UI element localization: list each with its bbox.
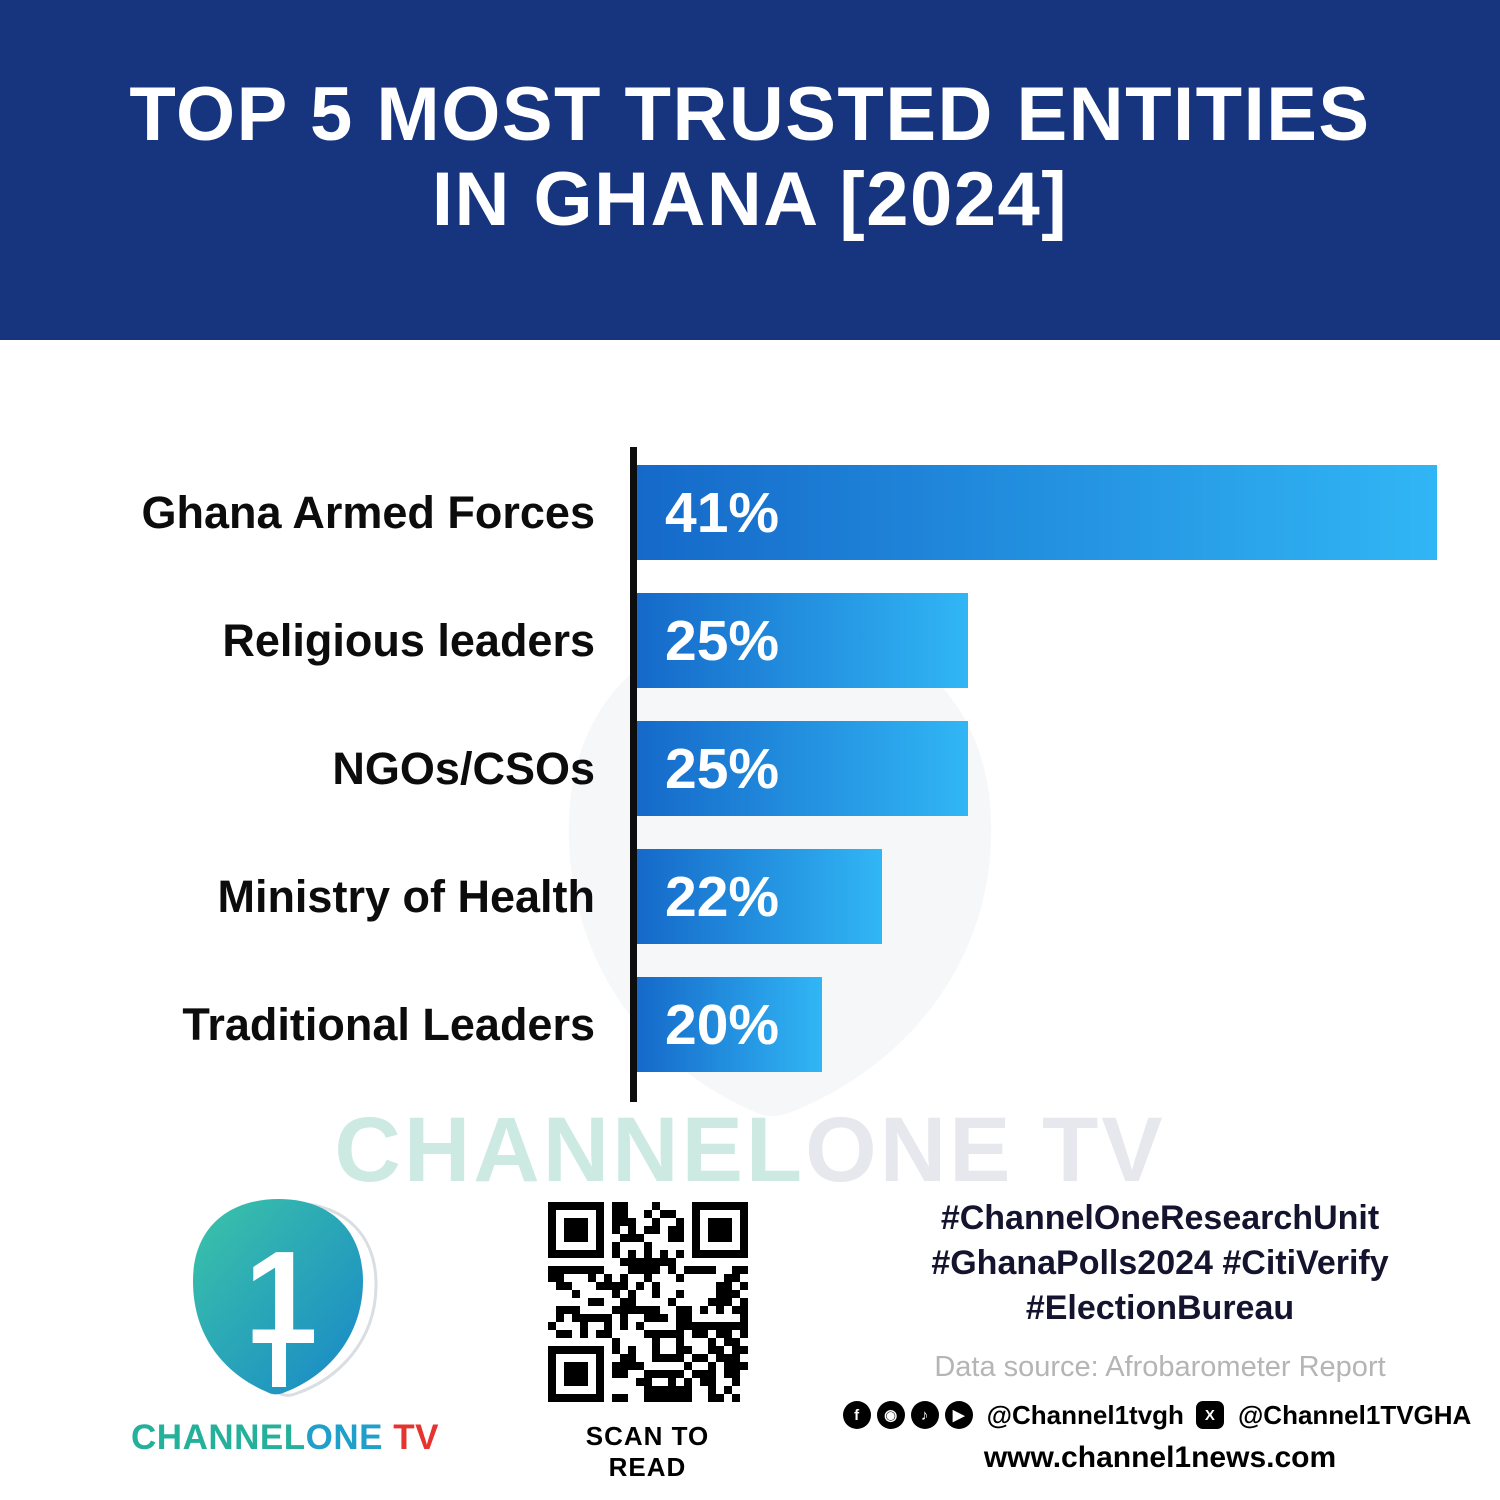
bar-value: 41% bbox=[665, 480, 780, 545]
watermark-text: CHANNELONE TV bbox=[0, 1098, 1500, 1203]
bar-value: 22% bbox=[665, 864, 780, 929]
watermark-part1: CHANNEL bbox=[334, 1099, 806, 1201]
bar-value: 25% bbox=[665, 736, 780, 801]
x-icon: X bbox=[1195, 1401, 1224, 1430]
bar-value: 25% bbox=[665, 608, 780, 673]
instagram-icon: ◉ bbox=[876, 1401, 905, 1430]
axis-line bbox=[630, 447, 637, 1102]
bar-row: NGOs/CSOs 25% bbox=[0, 721, 1500, 816]
bar-row: Ghana Armed Forces 41% bbox=[0, 465, 1500, 560]
brand-wordmark: CHANNELONE TV bbox=[130, 1418, 440, 1458]
hashtag-line: #ElectionBureau bbox=[1025, 1288, 1295, 1327]
bar-row: Ministry of Health 22% bbox=[0, 849, 1500, 944]
facebook-icon: f bbox=[842, 1401, 871, 1430]
bar: 41% bbox=[637, 465, 1437, 560]
bar-value: 20% bbox=[665, 992, 780, 1057]
tiktok-icon: ♪ bbox=[910, 1401, 939, 1430]
brand-part-channel: CHANNEL bbox=[131, 1418, 306, 1457]
bar-label: Ghana Armed Forces bbox=[141, 486, 595, 538]
bar-label: Traditional Leaders bbox=[182, 998, 595, 1050]
channel-one-logo-block: 1 CHANNELONE TV bbox=[130, 1193, 440, 1458]
qr-caption: SCAN TO READ bbox=[585, 1421, 710, 1482]
qr-code bbox=[547, 1202, 748, 1402]
hashtag-line: #GhanaPolls2024 #CitiVerify bbox=[931, 1243, 1389, 1282]
brand-part-one: ONE bbox=[305, 1418, 383, 1457]
hashtag-line: #ChannelOneResearchUnit bbox=[940, 1199, 1380, 1237]
watermark-part2: ONE TV bbox=[805, 1099, 1166, 1201]
footer-social-block: #ChannelOneResearchUnit #GhanaPolls2024 … bbox=[842, 1196, 1471, 1475]
website-url: www.channel1news.com bbox=[983, 1440, 1337, 1474]
bar-row: Religious leaders 25% bbox=[0, 593, 1500, 688]
page-title-line2: IN GHANA [2024] bbox=[431, 157, 1069, 243]
bar: 25% bbox=[637, 721, 968, 816]
bar-label: Ministry of Health bbox=[217, 870, 595, 922]
social-row: f ◉ ♪ ▶ @Channel1tvgh X @Channel1TVGHA bbox=[842, 1399, 1471, 1431]
header-banner: TOP 5 MOST TRUSTED ENTITIES IN GHANA [20… bbox=[0, 0, 1500, 340]
youtube-icon: ▶ bbox=[944, 1401, 973, 1430]
bar: 25% bbox=[637, 593, 968, 688]
bar: 22% bbox=[637, 849, 882, 944]
page-title-line1: TOP 5 MOST TRUSTED ENTITIES bbox=[129, 72, 1371, 157]
social-handle-1: @Channel1tvgh bbox=[986, 1399, 1184, 1430]
brand-part-tv: TV bbox=[383, 1418, 439, 1457]
bar-label: Religious leaders bbox=[222, 614, 595, 666]
bar-row: Traditional Leaders 20% bbox=[0, 977, 1500, 1072]
bar: 20% bbox=[637, 977, 822, 1072]
bar-label: NGOs/CSOs bbox=[332, 742, 595, 794]
data-source: Data source: Afrobarometer Report bbox=[934, 1350, 1386, 1383]
qr-block: SCAN TO READ bbox=[545, 1202, 750, 1483]
channel-one-logo-icon: 1 bbox=[193, 1199, 378, 1397]
social-handle-2: @Channel1TVGHA bbox=[1237, 1399, 1472, 1430]
